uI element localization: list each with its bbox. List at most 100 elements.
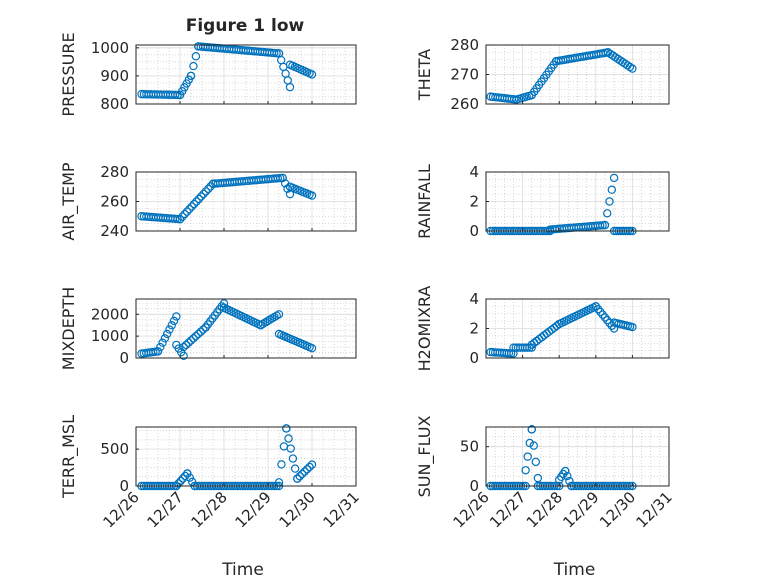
- data-point: [206, 182, 215, 191]
- subplot-mixdepth: 0 1000 2000 MIXDEPTH: [59, 287, 357, 370]
- data-point: [607, 185, 617, 194]
- data-point: [527, 343, 536, 352]
- y-axis-label: H2OMIXRA: [415, 286, 434, 372]
- data-point: [565, 476, 574, 486]
- data-point: [529, 441, 538, 450]
- y-tick-label: 0: [469, 222, 479, 240]
- data-point: [189, 334, 198, 343]
- y-tick-label: 2000: [91, 305, 129, 323]
- y-tick-label: 260: [450, 95, 479, 113]
- data-point: [189, 61, 198, 71]
- y-axis-label: RAINFALL: [415, 164, 434, 239]
- y-tick-label: 4: [469, 290, 479, 308]
- y-tick-label: 1000: [91, 39, 129, 57]
- x-axis-label: Time: [553, 560, 596, 580]
- data-point: [153, 347, 163, 356]
- data-point: [192, 197, 201, 206]
- data-point: [194, 329, 203, 339]
- data-point: [172, 312, 181, 321]
- data-point: [293, 474, 302, 483]
- y-tick-label: 0: [469, 477, 479, 495]
- data-point: [170, 90, 180, 100]
- plot-area: [136, 299, 356, 358]
- data-point: [277, 460, 286, 469]
- subplot-h2omixra: 0 2 4 H2OMIXRA: [415, 286, 670, 372]
- data-point: [591, 302, 601, 311]
- axes-box: [485, 426, 670, 487]
- data-point: [181, 340, 191, 350]
- data-point: [609, 324, 619, 333]
- y-tick-label: 0: [119, 349, 129, 367]
- data-point: [561, 466, 570, 476]
- data-point: [598, 310, 607, 319]
- data-point: [199, 189, 208, 199]
- x-tick-label: 12/27: [486, 488, 529, 531]
- x-tick-label: 12/30: [276, 488, 319, 531]
- y-axis-label: SUN_FLUX: [415, 416, 435, 498]
- data-point: [182, 207, 192, 216]
- data-point: [527, 425, 536, 434]
- data-point: [188, 477, 197, 487]
- data-point: [184, 338, 193, 347]
- y-tick-label: 240: [100, 222, 129, 240]
- data-point: [169, 316, 179, 326]
- data-point: [288, 454, 298, 463]
- data-point: [521, 466, 530, 475]
- plot-area: [136, 427, 356, 486]
- y-tick-label: 1000: [91, 327, 129, 345]
- data-point: [179, 342, 188, 352]
- data-point: [600, 220, 610, 230]
- data-point: [307, 460, 317, 469]
- data-point: [605, 197, 614, 206]
- data-point: [180, 471, 190, 481]
- x-tick-label: 12/29: [559, 488, 602, 531]
- x-tick-label: 12/30: [596, 488, 639, 531]
- subplot-pressure: 800 900 1000 PRESSURE: [59, 32, 357, 117]
- y-tick-label: 500: [100, 440, 129, 458]
- subplot-rainfall: 0 2 4 RAINFALL: [415, 163, 670, 240]
- data-point: [531, 457, 541, 467]
- axes-box: [135, 298, 357, 359]
- data-point: [191, 52, 201, 61]
- data-point: [290, 464, 300, 473]
- y-tick-label: 280: [100, 163, 129, 181]
- data-point: [197, 192, 206, 201]
- data-point: [189, 199, 199, 209]
- data-point: [187, 202, 196, 211]
- data-point: [302, 465, 312, 474]
- data-point: [285, 82, 295, 92]
- x-tick-label: 12/31: [320, 488, 363, 531]
- data-point: [204, 184, 213, 194]
- x-tick-label: 12/28: [523, 488, 566, 531]
- x-tick-label: 12/29: [232, 488, 275, 531]
- y-tick-label: 0: [119, 477, 129, 495]
- data-point: [278, 173, 287, 183]
- subplot-air-temp: 240 260 280 AIR_TEMP: [59, 162, 357, 241]
- data-point: [307, 70, 317, 79]
- data-point: [176, 476, 185, 486]
- y-tick-label: 280: [450, 36, 479, 54]
- y-tick-label: 2: [469, 320, 479, 338]
- data-point: [175, 214, 185, 224]
- data-point: [196, 327, 205, 336]
- y-tick-label: 270: [450, 66, 479, 84]
- x-tick-label: 12/27: [144, 488, 187, 531]
- data-point: [523, 452, 532, 461]
- data-point: [185, 204, 194, 214]
- y-axis-label: PRESSURE: [59, 32, 78, 116]
- data-point: [307, 343, 317, 353]
- data-point: [609, 173, 619, 183]
- data-point: [628, 64, 637, 73]
- data-point: [158, 338, 167, 347]
- axes-box: [135, 426, 357, 487]
- data-point: [563, 471, 572, 481]
- data-point: [533, 473, 543, 483]
- data-point: [295, 472, 304, 481]
- y-axis-label: MIXDEPTH: [59, 287, 78, 370]
- data-point: [201, 187, 211, 196]
- subplot-sun-flux: 05012/2612/2712/2812/2912/3012/31SUN_FLU…: [415, 416, 676, 580]
- y-tick-label: 2: [469, 193, 479, 211]
- data-point: [183, 469, 192, 478]
